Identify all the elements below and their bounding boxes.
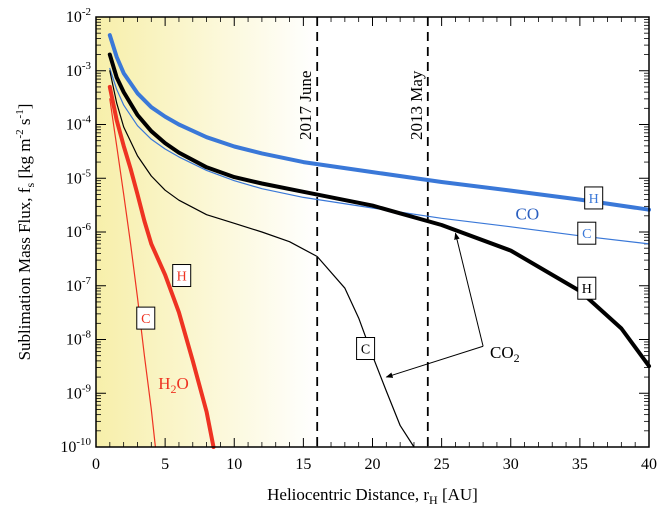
co2-arrow xyxy=(385,345,484,378)
x-tick-label: 10 xyxy=(226,456,242,473)
curve-labels: H C H C H C CO CO2 H2O xyxy=(136,186,604,396)
y-tick-exponent: -8 xyxy=(82,329,92,341)
series-line xyxy=(107,33,651,212)
y-tick-base: 10 xyxy=(60,439,76,456)
flux-curves xyxy=(107,33,651,449)
curve-label-box xyxy=(577,276,597,300)
curve-label: C xyxy=(141,312,150,327)
axis-ticks xyxy=(95,16,650,448)
y-tick-base: 10 xyxy=(66,332,82,349)
y-axis-label-unit-suffix: ] xyxy=(15,104,34,110)
y-tick-exponent: -10 xyxy=(76,436,91,448)
date-markers: 2017 June 2013 May xyxy=(296,17,429,447)
x-tick-label: 15 xyxy=(295,456,311,473)
y-tick-label: 10-5 xyxy=(66,167,92,187)
y-tick-exponent: -9 xyxy=(82,382,92,394)
curve-label-box xyxy=(356,337,376,361)
x-axis-label: Heliocentric Distance, rH [AU] xyxy=(267,485,478,507)
x-tick-label: 35 xyxy=(572,456,588,473)
co2-arrows xyxy=(385,232,484,378)
x-tick-label: 25 xyxy=(434,456,450,473)
curve-label: C xyxy=(361,343,370,358)
y-tick-label: 10-10 xyxy=(60,436,91,456)
curve-label: H xyxy=(589,192,599,207)
y-tick-exponent: -4 xyxy=(82,114,92,126)
x-tick-label: 40 xyxy=(641,456,657,473)
curve-label-box xyxy=(577,221,597,245)
y-axis-label-exp2: -1 xyxy=(14,109,26,118)
plot-frame xyxy=(95,16,650,448)
x-tick-labels: 0 5 10 15 20 25 30 35 40 xyxy=(92,456,657,473)
series-line xyxy=(109,70,415,448)
x-tick-label: 0 xyxy=(92,456,100,473)
y-axis-label-unit: [kg m xyxy=(15,138,34,178)
h2o-label: H2O xyxy=(158,374,189,396)
curve-label: H xyxy=(177,270,187,285)
date-marker-label: 2017 June xyxy=(296,71,315,140)
y-tick-base: 10 xyxy=(66,170,82,187)
curve-label-box xyxy=(136,306,156,330)
curve-label-box xyxy=(172,264,192,288)
x-axis-label-sub: H xyxy=(429,493,438,507)
y-tick-exponent: -3 xyxy=(82,60,92,72)
curve-label: H xyxy=(582,282,592,297)
y-tick-label: 10-7 xyxy=(66,275,92,295)
y-tick-base: 10 xyxy=(66,117,82,134)
y-tick-label: 10-2 xyxy=(66,6,91,26)
series-line xyxy=(109,98,156,448)
co2-arrow xyxy=(454,232,484,347)
y-axis-label-main: Sublimation Mass Flux, f xyxy=(15,187,34,360)
series-line xyxy=(109,67,650,245)
y-tick-exponent: -5 xyxy=(82,167,92,179)
x-tick-label: 30 xyxy=(503,456,519,473)
series-line xyxy=(107,52,651,369)
y-tick-base: 10 xyxy=(66,9,82,26)
y-axis-label-unit-mid: s xyxy=(15,118,34,129)
date-marker-label: 2013 May xyxy=(407,70,426,140)
y-tick-base: 10 xyxy=(66,63,82,80)
y-tick-label: 10-3 xyxy=(66,60,92,80)
series-line xyxy=(107,84,216,449)
y-tick-exponent: -7 xyxy=(82,275,92,287)
y-tick-base: 10 xyxy=(66,278,82,295)
x-axis-label-main: Heliocentric Distance, r xyxy=(267,485,429,504)
co-label: CO xyxy=(516,205,540,224)
y-tick-label: 10-8 xyxy=(66,329,92,349)
x-tick-label: 5 xyxy=(161,456,169,473)
curve-label-box xyxy=(584,186,604,210)
y-tick-label: 10-4 xyxy=(66,114,92,134)
x-axis-label-unit: [AU] xyxy=(442,485,478,504)
y-tick-exponent: -2 xyxy=(82,6,91,18)
y-tick-base: 10 xyxy=(66,385,82,402)
y-tick-base: 10 xyxy=(66,224,82,241)
y-tick-exponent: -6 xyxy=(82,221,92,233)
curve-label: C xyxy=(582,227,591,242)
y-tick-label: 10-9 xyxy=(66,382,92,402)
y-axis-label-sub: s xyxy=(23,183,37,188)
y-axis-label-exp1: -2 xyxy=(14,129,26,138)
y-axis-label: Sublimation Mass Flux, fs [kg m-2 s-1] xyxy=(14,104,37,361)
co2-label: CO2 xyxy=(490,343,520,365)
y-tick-label: 10-6 xyxy=(66,221,92,241)
x-tick-label: 20 xyxy=(365,456,381,473)
